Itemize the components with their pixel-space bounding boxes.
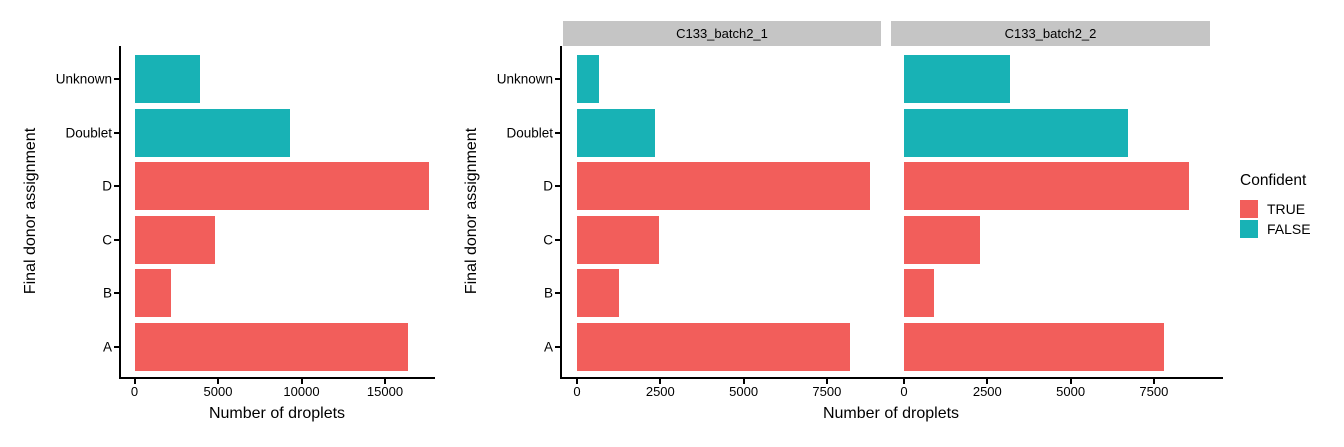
x-axis-title-combined: Number of droplets — [208, 405, 346, 422]
y-axis-line-facet-1 — [560, 46, 562, 379]
x-tick-label-combined-0: 0 — [130, 384, 139, 399]
y-axis-line-combined — [119, 46, 121, 379]
legend-swatch-true-icon — [1240, 200, 1258, 218]
y-tick-facet-1-doublet — [555, 131, 560, 134]
category-label-combined-c: C — [102, 232, 112, 247]
bar-facet-1-d — [577, 162, 871, 210]
legend-title: Confident — [1240, 172, 1307, 189]
bar-facet-1-unknown — [577, 55, 599, 103]
bar-facet-1-doublet — [577, 108, 656, 157]
bar-combined-d — [134, 162, 430, 210]
y-tick-combined-doublet — [114, 131, 119, 134]
y-axis-title-facets: Final donor assignment — [463, 127, 480, 295]
x-axis-line-facet-2 — [887, 377, 1223, 379]
legend-item-true: TRUE — [1240, 199, 1311, 219]
y-tick-combined-c — [114, 238, 119, 241]
bar-facet-1-c — [577, 215, 659, 264]
bar-facet-1-b — [577, 269, 620, 317]
x-tick-facet-1-5000 — [742, 379, 745, 384]
x-tick-combined-0 — [133, 379, 136, 384]
bar-facet-2-a — [904, 322, 1164, 371]
bar-combined-c — [134, 215, 215, 264]
bar-facet-1-a — [577, 322, 851, 371]
x-tick-label-facet-2-7500: 7500 — [1139, 384, 1169, 399]
x-tick-label-facet-2-0: 0 — [900, 384, 908, 399]
category-label-facet-1-c: C — [543, 232, 553, 247]
legend-label-false: FALSE — [1267, 221, 1311, 237]
category-label-facet-1-a: A — [543, 339, 553, 354]
x-tick-facet-2-7500 — [1152, 379, 1155, 384]
x-tick-label-facet-1-5000: 5000 — [729, 384, 759, 399]
facet-strip-facet-1: C133_batch2_1 — [563, 21, 881, 46]
bar-facet-2-d — [904, 162, 1189, 210]
category-label-facet-1-b: B — [543, 285, 553, 301]
y-tick-combined-d — [114, 185, 119, 187]
x-tick-facet-1-7500 — [825, 379, 828, 384]
y-axis-title-combined: Final donor assignment — [22, 127, 39, 295]
x-tick-label-combined-15000: 15000 — [366, 384, 404, 399]
bar-facet-2-doublet — [904, 108, 1129, 157]
bar-combined-unknown — [134, 55, 200, 103]
x-tick-combined-5000 — [217, 379, 219, 384]
legend-item-false: FALSE — [1240, 219, 1311, 239]
x-tick-label-combined-5000: 5000 — [203, 384, 233, 399]
x-tick-label-combined-10000: 10000 — [283, 384, 320, 399]
x-tick-facet-2-5000 — [1069, 379, 1072, 384]
y-tick-facet-1-d — [555, 185, 560, 187]
y-tick-facet-1-unknown — [555, 78, 560, 80]
y-tick-combined-b — [114, 292, 119, 294]
y-tick-facet-1-c — [555, 238, 560, 241]
category-label-facet-1-doublet: Doublet — [506, 125, 553, 140]
x-tick-combined-15000 — [384, 379, 386, 384]
x-axis-line-facet-1 — [560, 377, 889, 379]
bar-combined-b — [134, 269, 172, 317]
bar-facet-2-unknown — [904, 55, 1010, 103]
category-label-combined-unknown: Unknown — [55, 71, 112, 87]
legend: Confident TRUE FALSE — [1240, 172, 1311, 239]
x-tick-label-facet-1-7500: 7500 — [812, 384, 842, 399]
bar-facet-2-c — [904, 215, 980, 264]
x-tick-combined-10000 — [300, 379, 303, 384]
y-tick-facet-1-b — [555, 292, 560, 294]
x-tick-label-facet-1-2500: 2500 — [645, 384, 675, 399]
legend-label-true: TRUE — [1267, 201, 1306, 217]
x-tick-facet-2-0 — [903, 379, 905, 384]
x-tick-facet-1-0 — [576, 379, 578, 384]
category-label-combined-a: A — [102, 339, 112, 354]
category-label-combined-d: D — [102, 178, 112, 194]
y-tick-combined-a — [114, 345, 119, 348]
x-axis-line-combined — [119, 377, 435, 379]
category-label-facet-1-d: D — [543, 178, 553, 194]
x-axis-title-facets: Number of droplets — [822, 405, 960, 422]
x-tick-label-facet-2-5000: 5000 — [1056, 384, 1086, 399]
x-tick-facet-2-2500 — [986, 379, 989, 384]
y-tick-combined-unknown — [114, 78, 119, 80]
x-tick-label-facet-2-2500: 2500 — [972, 384, 1002, 399]
x-tick-label-facet-1-0: 0 — [573, 384, 581, 399]
category-label-combined-b: B — [102, 285, 112, 301]
bar-combined-doublet — [134, 108, 290, 157]
facet-strip-facet-2: C133_batch2_2 — [891, 21, 1210, 46]
bar-combined-a — [134, 322, 409, 371]
legend-swatch-false-icon — [1240, 220, 1258, 238]
x-tick-facet-1-2500 — [659, 379, 662, 384]
bar-facet-2-b — [904, 269, 934, 317]
category-label-combined-doublet: Doublet — [65, 125, 112, 140]
category-label-facet-1-unknown: Unknown — [496, 71, 553, 87]
y-tick-facet-1-a — [555, 345, 560, 348]
